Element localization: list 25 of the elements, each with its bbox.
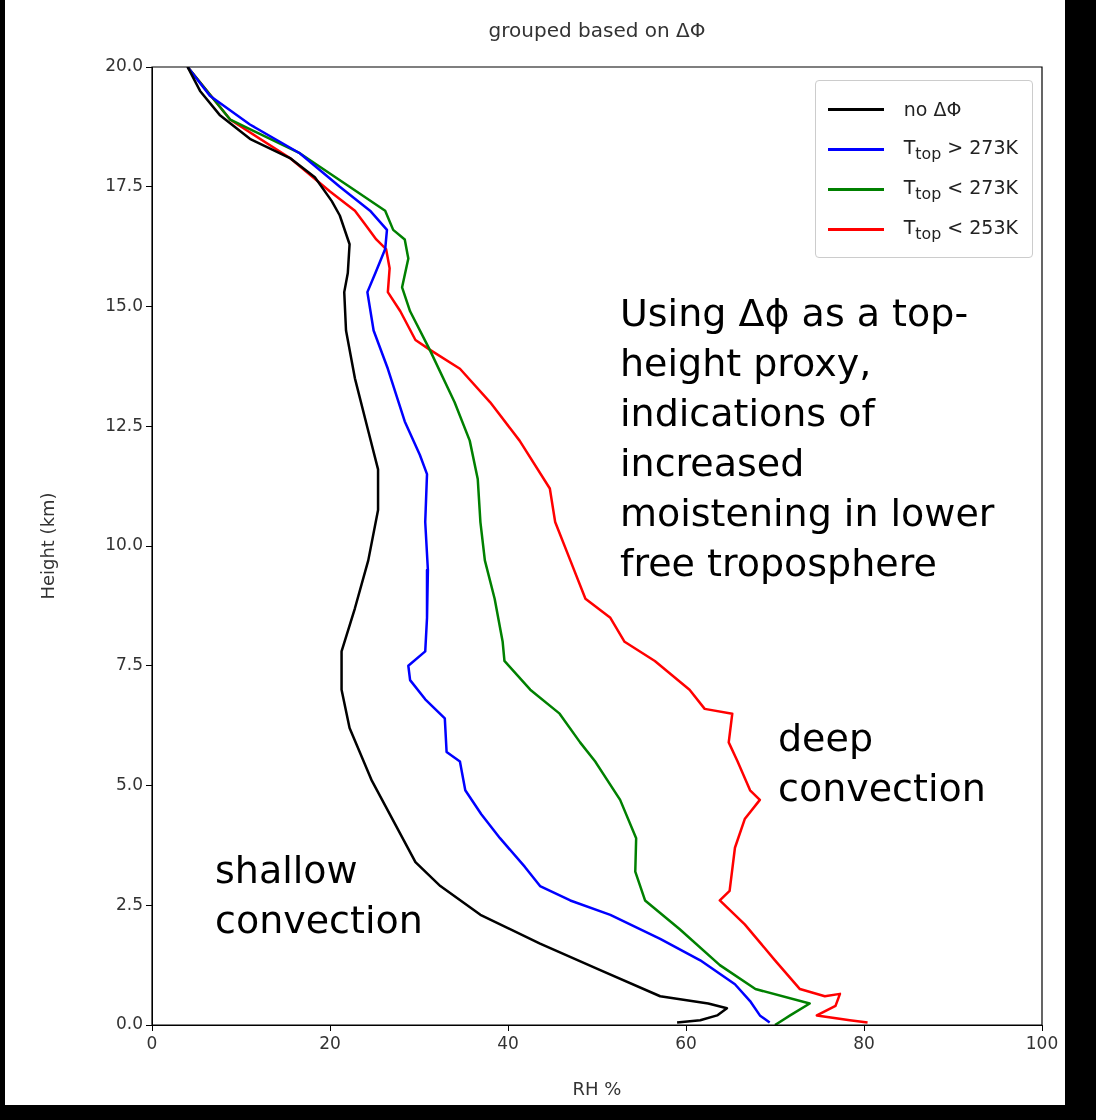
y-tick-label: 20.0 — [105, 55, 143, 76]
x-tick-label: 100 — [1025, 1032, 1059, 1053]
y-tick-label: 5.0 — [115, 773, 143, 794]
annotation: shallow convection — [215, 847, 424, 944]
y-axis-title: Height (km) — [37, 492, 59, 600]
y-tick-label: 15.0 — [105, 294, 143, 315]
y-tick-label: 10.0 — [105, 534, 143, 555]
x-tick-label: 0 — [146, 1032, 158, 1053]
annotation: Using Δϕ as a top-height proxy, indications of increased moistening in lower free troposphere — [620, 290, 996, 587]
x-tick-label: 40 — [497, 1032, 519, 1053]
x-axis-title: RH % — [572, 1077, 622, 1099]
y-tick-label: 12.5 — [105, 414, 143, 435]
legend-label: no ΔΦ — [903, 98, 962, 120]
y-tick-label: 7.5 — [115, 654, 143, 675]
legend-label: T$_{top}$ < 253K — [903, 215, 1018, 243]
y-tick-label: 2.5 — [115, 893, 143, 914]
y-tick-label: 17.5 — [105, 175, 143, 196]
legend-label: T$_{top}$ < 273K — [903, 175, 1018, 203]
x-tick-label: 60 — [675, 1032, 697, 1053]
annotation: deep convection — [778, 715, 987, 812]
legend-label: T$_{top}$ > 273K — [903, 135, 1018, 163]
x-tick-label: 20 — [319, 1032, 341, 1053]
y-tick-label: 0.0 — [115, 1013, 143, 1034]
x-tick-label: 80 — [853, 1032, 875, 1053]
chart-title: grouped based on ΔΦ — [487, 18, 707, 42]
